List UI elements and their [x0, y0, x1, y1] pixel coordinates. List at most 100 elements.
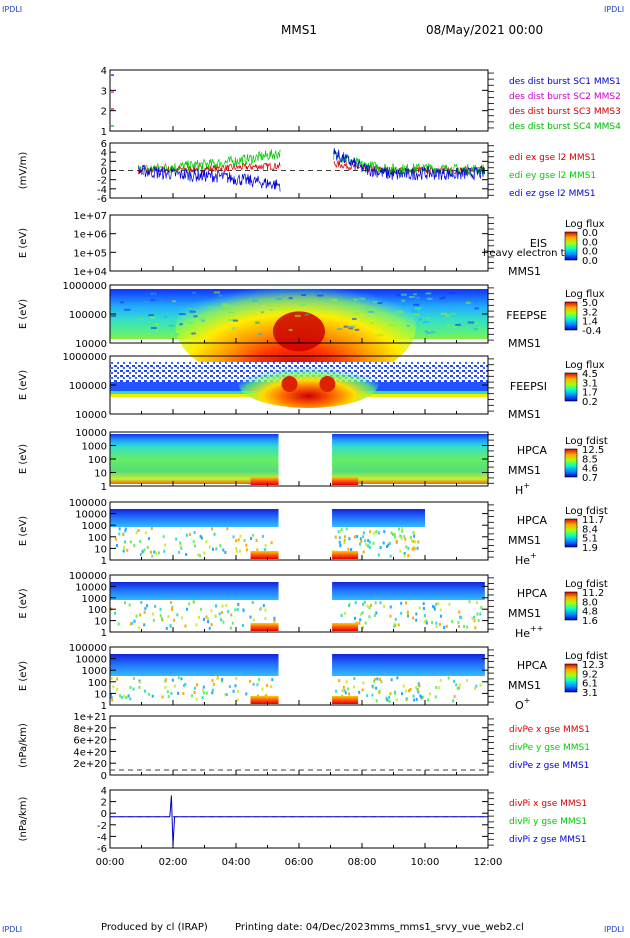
spectrogram-speck [221, 678, 224, 682]
spectrogram-speck [405, 689, 408, 693]
spectrogram-speck [403, 554, 406, 558]
instrument-label: HPCA [517, 444, 548, 457]
spectrogram-speck [354, 616, 357, 620]
y-tick-label: 2 [101, 157, 107, 168]
y-tick-label: 1e+06 [73, 230, 107, 241]
spectrogram-speck [235, 547, 238, 551]
y-tick-label: 10000 [75, 510, 107, 521]
spectrogram-speck [447, 676, 450, 680]
flux-peak [281, 376, 298, 392]
flux-speck [163, 316, 168, 319]
flux-speck [413, 310, 418, 313]
y-tick-label: 2 [101, 107, 107, 118]
spectrogram-speck [184, 682, 187, 686]
spectrogram-speck [201, 696, 204, 700]
spectrogram-speck [458, 610, 461, 614]
spectrogram-speck [380, 680, 383, 684]
spectrogram-speck [264, 608, 267, 612]
legend-entry: divPe z gse MMS1 [509, 761, 589, 771]
flux-speck [429, 304, 436, 307]
flux-speck [198, 317, 206, 320]
mission-label: MMS1 [508, 265, 541, 278]
spectrogram-speck [416, 546, 419, 550]
spectrogram-speck [404, 537, 407, 541]
spectrogram-speck [171, 607, 174, 611]
spectrogram-speck [372, 685, 375, 689]
series-line [333, 148, 486, 181]
colorbar [564, 448, 578, 478]
spectrogram-speck [232, 535, 235, 539]
spectrogram-speck [425, 619, 428, 623]
spectrogram-speck [264, 616, 267, 620]
flux-speck [353, 298, 358, 301]
spectrogram-speck [374, 601, 377, 605]
species-name: O [515, 699, 524, 712]
y-tick-label: 100000 [69, 498, 107, 509]
species-charge: ++ [530, 624, 543, 633]
y-axis-label: (nPa/km) [18, 723, 29, 768]
spectrogram-speck [112, 685, 115, 689]
spectrogram-speck [435, 621, 438, 625]
flux-speck [228, 319, 236, 322]
flux-speck [301, 293, 306, 296]
spectrogram-speck [379, 601, 382, 605]
spectrogram-speck [192, 540, 195, 544]
spectrogram-speck [122, 549, 125, 553]
spectrogram-left [110, 509, 279, 527]
spectrogram-speck [431, 621, 434, 625]
spectrogram-speck [202, 685, 205, 689]
spectrogram-speck [261, 534, 264, 538]
hot-patch [332, 551, 359, 559]
spectrogram-speck [149, 550, 152, 554]
spectrogram-speck [114, 611, 117, 615]
spectrogram-speck [205, 691, 208, 695]
flux-speck [149, 316, 156, 319]
legend-entry: edi ex gse l2 MMS1 [509, 153, 596, 163]
flux-speck [354, 312, 359, 315]
panel-des-burst: 4 3 2 1 des dist burst SC1 MMS1 des dist burs… [101, 66, 621, 138]
y-axis-label: E (eV) [18, 661, 29, 691]
flux-speck [288, 328, 293, 331]
spectrogram-speck [273, 618, 276, 622]
instrument-label: HPCA [517, 659, 548, 672]
colorbar-tick-label: 5.0 [582, 298, 598, 309]
flux-speck [111, 315, 117, 318]
spectrogram-speck [387, 543, 390, 547]
spectrogram-speck [219, 544, 222, 548]
spectrogram-speck [400, 611, 403, 615]
y-tick-label: 1 [101, 556, 107, 567]
spectrogram-speck [220, 618, 223, 622]
spectrogram-speck [477, 618, 480, 622]
mission-label: MMS1 [508, 534, 541, 547]
spectrogram-speck [188, 532, 191, 536]
y-tick-label: 2 [101, 798, 107, 809]
spectrogram-speck [422, 602, 425, 606]
flux-speck [222, 303, 227, 306]
spectrogram-speck [389, 614, 392, 618]
spectrogram-speck [413, 698, 416, 702]
spectrogram-speck [341, 688, 344, 692]
hot-patch [250, 477, 279, 485]
spectrogram-speck [411, 539, 414, 543]
flux-speck [372, 301, 379, 304]
flux-peak [319, 376, 336, 392]
spectrogram-speck [452, 699, 455, 703]
flux-speck [218, 294, 223, 297]
colorbar-title: Log fdist [565, 579, 608, 590]
spectrogram-speck [117, 622, 120, 626]
spectrogram-speck [433, 605, 436, 609]
hot-patch [332, 623, 359, 631]
spectrogram-speck [151, 694, 154, 698]
spectrogram-speck [348, 604, 351, 608]
colorbar [564, 663, 578, 693]
spectrogram-speck [362, 681, 365, 685]
spectrogram-speck [353, 685, 356, 689]
spectrogram-speck [455, 683, 458, 687]
spectrogram-speck [412, 539, 415, 543]
y-tick-label: 100000 [69, 571, 107, 582]
spectrogram-speck [236, 698, 239, 702]
spectrogram-speck [340, 528, 343, 532]
spectrogram-speck [373, 677, 376, 681]
spectrogram-speck [423, 620, 426, 624]
